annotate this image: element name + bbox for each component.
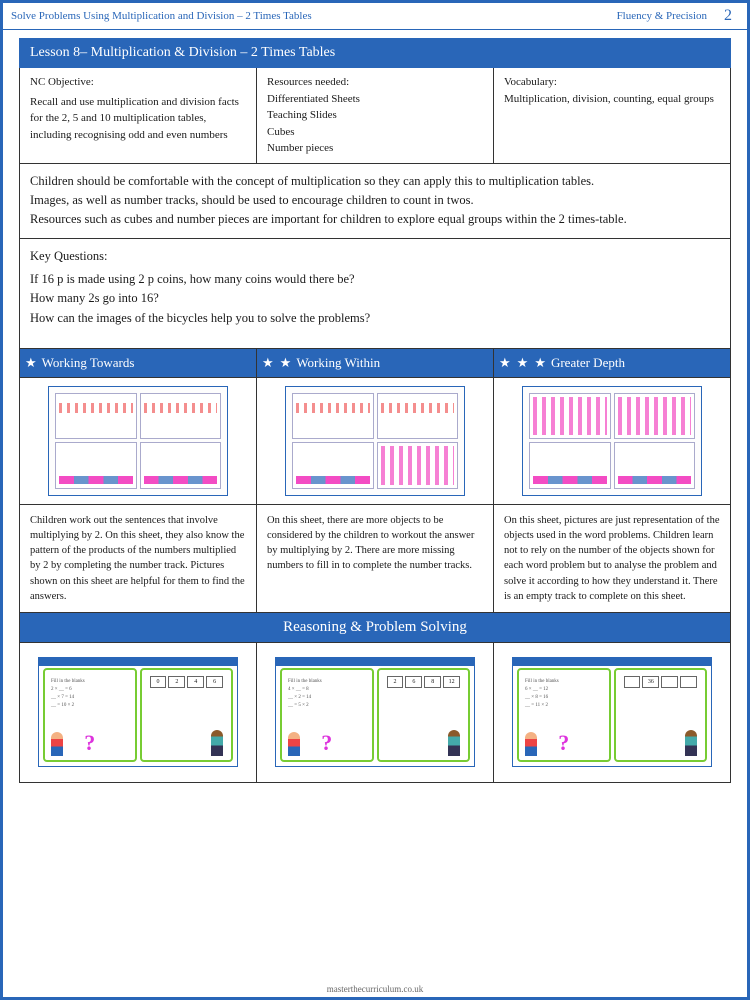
lesson-title: Lesson 8– Multiplication & Division – 2 … <box>19 38 731 68</box>
footer-url: masterthecurriculum.co.uk <box>3 981 747 997</box>
nc-text: Recall and use multiplication and divisi… <box>30 94 246 144</box>
page-container: Solve Problems Using Multiplication and … <box>0 0 750 1000</box>
star-icon: ★ <box>499 355 511 371</box>
key-questions-block: Key Questions: If 16 p is made using 2 p… <box>19 239 731 349</box>
resources: Resources needed: Differentiated Sheets … <box>257 68 494 163</box>
thumb-depth-cell <box>494 378 730 504</box>
rps-thumbs-row: Fill in the blanks2 × __ = 6__ × 7 = 14_… <box>19 643 731 783</box>
doc-section: Fluency & Precision <box>617 10 717 22</box>
levels-header: ★ Working Towards ★★ Working Within ★★★ … <box>19 349 731 378</box>
vocabulary: Vocabulary: Multiplication, division, co… <box>494 68 730 163</box>
info-row: NC Objective: Recall and use multiplicat… <box>19 68 731 164</box>
desc-within: On this sheet, there are more objects to… <box>257 505 494 612</box>
resources-label: Resources needed: <box>267 74 483 91</box>
thumb-towards-cell <box>20 378 257 504</box>
keyq-1: If 16 p is made using 2 p coins, how man… <box>30 270 720 289</box>
overview-block: Children should be comfortable with the … <box>19 164 731 239</box>
top-bar: Solve Problems Using Multiplication and … <box>3 3 747 30</box>
level-within-label: Working Within <box>296 355 380 371</box>
star-icon: ★ <box>534 355 546 371</box>
worksheet-thumb-towards <box>48 386 228 496</box>
keyq-label: Key Questions: <box>30 247 720 266</box>
star-icon: ★ <box>25 355 37 371</box>
star-icon: ★ <box>517 355 529 371</box>
star-icon: ★ <box>280 355 292 371</box>
star-icon: ★ <box>262 355 274 371</box>
desc-towards: Children work out the sentences that inv… <box>20 505 257 612</box>
rps-thumb-cell-1: Fill in the blanks2 × __ = 6__ × 7 = 14_… <box>20 643 257 782</box>
page-number: 2 <box>717 7 739 25</box>
keyq-2: How many 2s go into 16? <box>30 289 720 308</box>
vocab-label: Vocabulary: <box>504 74 720 91</box>
worksheet-thumbs-row <box>19 378 731 505</box>
level-towards-label: Working Towards <box>42 355 135 371</box>
rps-thumb-1: Fill in the blanks2 × __ = 6__ × 7 = 14_… <box>38 657 238 767</box>
level-within-header: ★ ★ Working Within <box>257 349 494 377</box>
worksheet-thumb-within <box>285 386 465 496</box>
resources-text: Differentiated Sheets Teaching Slides Cu… <box>267 91 483 157</box>
level-depth-header: ★ ★ ★ Greater Depth <box>494 349 730 377</box>
desc-depth: On this sheet, pictures are just represe… <box>494 505 730 612</box>
level-depth-label: Greater Depth <box>551 355 625 371</box>
vocab-text: Multiplication, division, counting, equa… <box>504 91 720 108</box>
rps-header: Reasoning & Problem Solving <box>19 613 731 643</box>
descriptions-row: Children work out the sentences that inv… <box>19 505 731 613</box>
level-towards-header: ★ Working Towards <box>20 349 257 377</box>
rps-thumb-2: Fill in the blanks4 × __ = 8__ × 2 = 14_… <box>275 657 475 767</box>
nc-objective: NC Objective: Recall and use multiplicat… <box>20 68 257 163</box>
rps-thumb-cell-3: Fill in the blanks6 × __ = 12__ × 8 = 16… <box>494 643 730 782</box>
content-area: Lesson 8– Multiplication & Division – 2 … <box>3 30 747 981</box>
nc-label: NC Objective: <box>30 74 246 91</box>
worksheet-thumb-depth <box>522 386 702 496</box>
thumb-within-cell <box>257 378 494 504</box>
rps-thumb-cell-2: Fill in the blanks4 × __ = 8__ × 2 = 14_… <box>257 643 494 782</box>
doc-title: Solve Problems Using Multiplication and … <box>11 10 617 22</box>
keyq-3: How can the images of the bicycles help … <box>30 309 720 328</box>
rps-thumb-3: Fill in the blanks6 × __ = 12__ × 8 = 16… <box>512 657 712 767</box>
